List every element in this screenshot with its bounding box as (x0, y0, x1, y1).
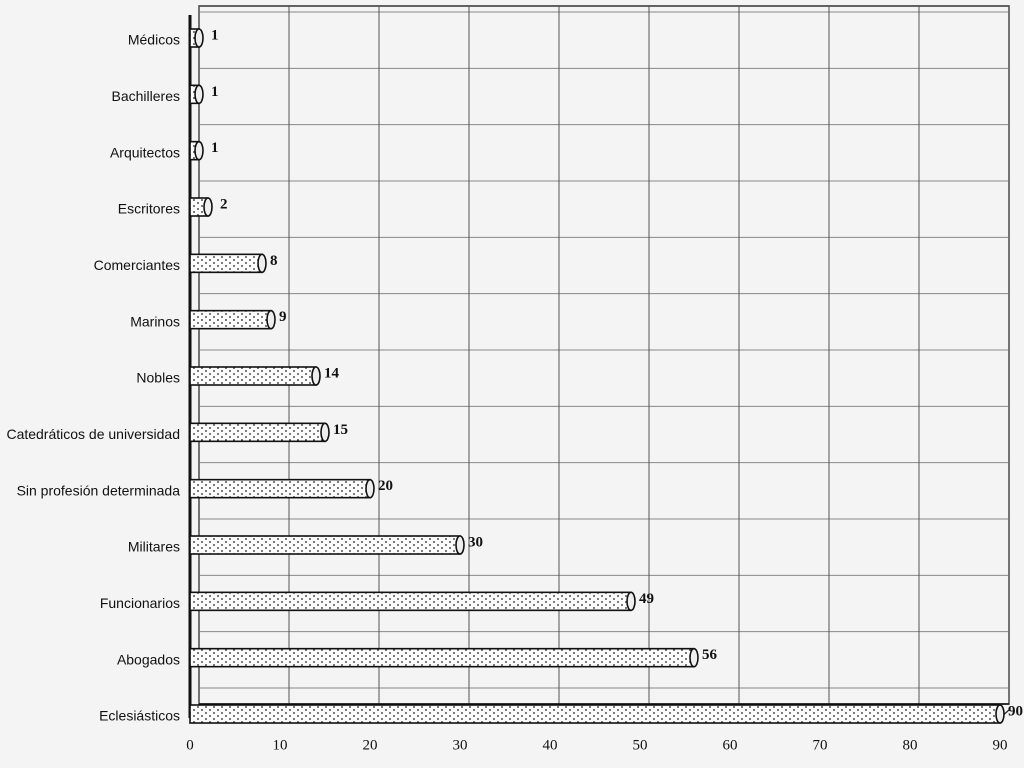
y-tick-label: Bachilleres (112, 88, 180, 104)
data-label: 49 (639, 591, 654, 607)
y-tick-label: Eclesiásticos (99, 708, 180, 724)
x-tick-label: 80 (903, 737, 918, 753)
x-tick-label: 0 (186, 737, 194, 753)
y-tick-label: Catedráticos de universidad (6, 426, 180, 442)
bar-end (194, 28, 204, 48)
x-tick-label: 90 (993, 737, 1008, 753)
bar (189, 591, 632, 612)
bar-end (365, 478, 375, 499)
bar-end (194, 84, 204, 105)
y-tick-label: Abogados (117, 651, 180, 667)
data-label: 14 (324, 365, 340, 381)
data-label: 30 (468, 534, 483, 550)
bar (189, 478, 371, 499)
bar-end (266, 309, 276, 330)
bar (189, 309, 272, 330)
data-label: 9 (279, 309, 287, 325)
x-tick-label: 20 (363, 737, 378, 753)
bar (189, 704, 1001, 724)
bar (189, 366, 317, 386)
bar-end (995, 704, 1005, 724)
bar-end (320, 422, 330, 443)
bar-end (455, 535, 465, 555)
bar (189, 647, 695, 668)
data-label: 2 (220, 196, 228, 212)
y-tick-label: Sin profesión determinada (17, 482, 181, 498)
data-label: 20 (378, 478, 393, 494)
x-tick-label: 30 (453, 737, 468, 753)
bar-end (311, 366, 321, 386)
bar-end (257, 253, 267, 274)
y-tick-label: Escritores (118, 201, 180, 217)
bar (189, 535, 461, 555)
bar (189, 422, 326, 443)
y-tick-label: Médicos (128, 32, 180, 48)
bar-end (689, 647, 699, 668)
data-label: 90 (1008, 703, 1023, 719)
y-tick-label: Funcionarios (100, 595, 180, 611)
data-label: 1 (211, 140, 219, 156)
bar-end (626, 591, 636, 612)
y-tick-label: Nobles (136, 370, 180, 386)
x-tick-label: 60 (723, 737, 738, 753)
data-label: 1 (211, 84, 219, 100)
data-label: 8 (270, 253, 278, 269)
data-label: 15 (333, 422, 348, 438)
y-tick-label: Militares (128, 539, 180, 555)
x-tick-label: 70 (813, 737, 828, 753)
y-tick-label: Arquitectos (110, 144, 180, 160)
bar-end (203, 197, 213, 217)
bar-end (194, 140, 204, 161)
x-tick-label: 40 (543, 737, 558, 753)
x-tick-label: 50 (633, 737, 648, 753)
y-tick-label: Marinos (130, 313, 180, 329)
data-label: 1 (211, 27, 219, 43)
x-tick-label: 10 (273, 737, 288, 753)
y-tick-label: Comerciantes (94, 257, 180, 273)
bar (189, 253, 263, 274)
data-label: 56 (702, 647, 718, 663)
